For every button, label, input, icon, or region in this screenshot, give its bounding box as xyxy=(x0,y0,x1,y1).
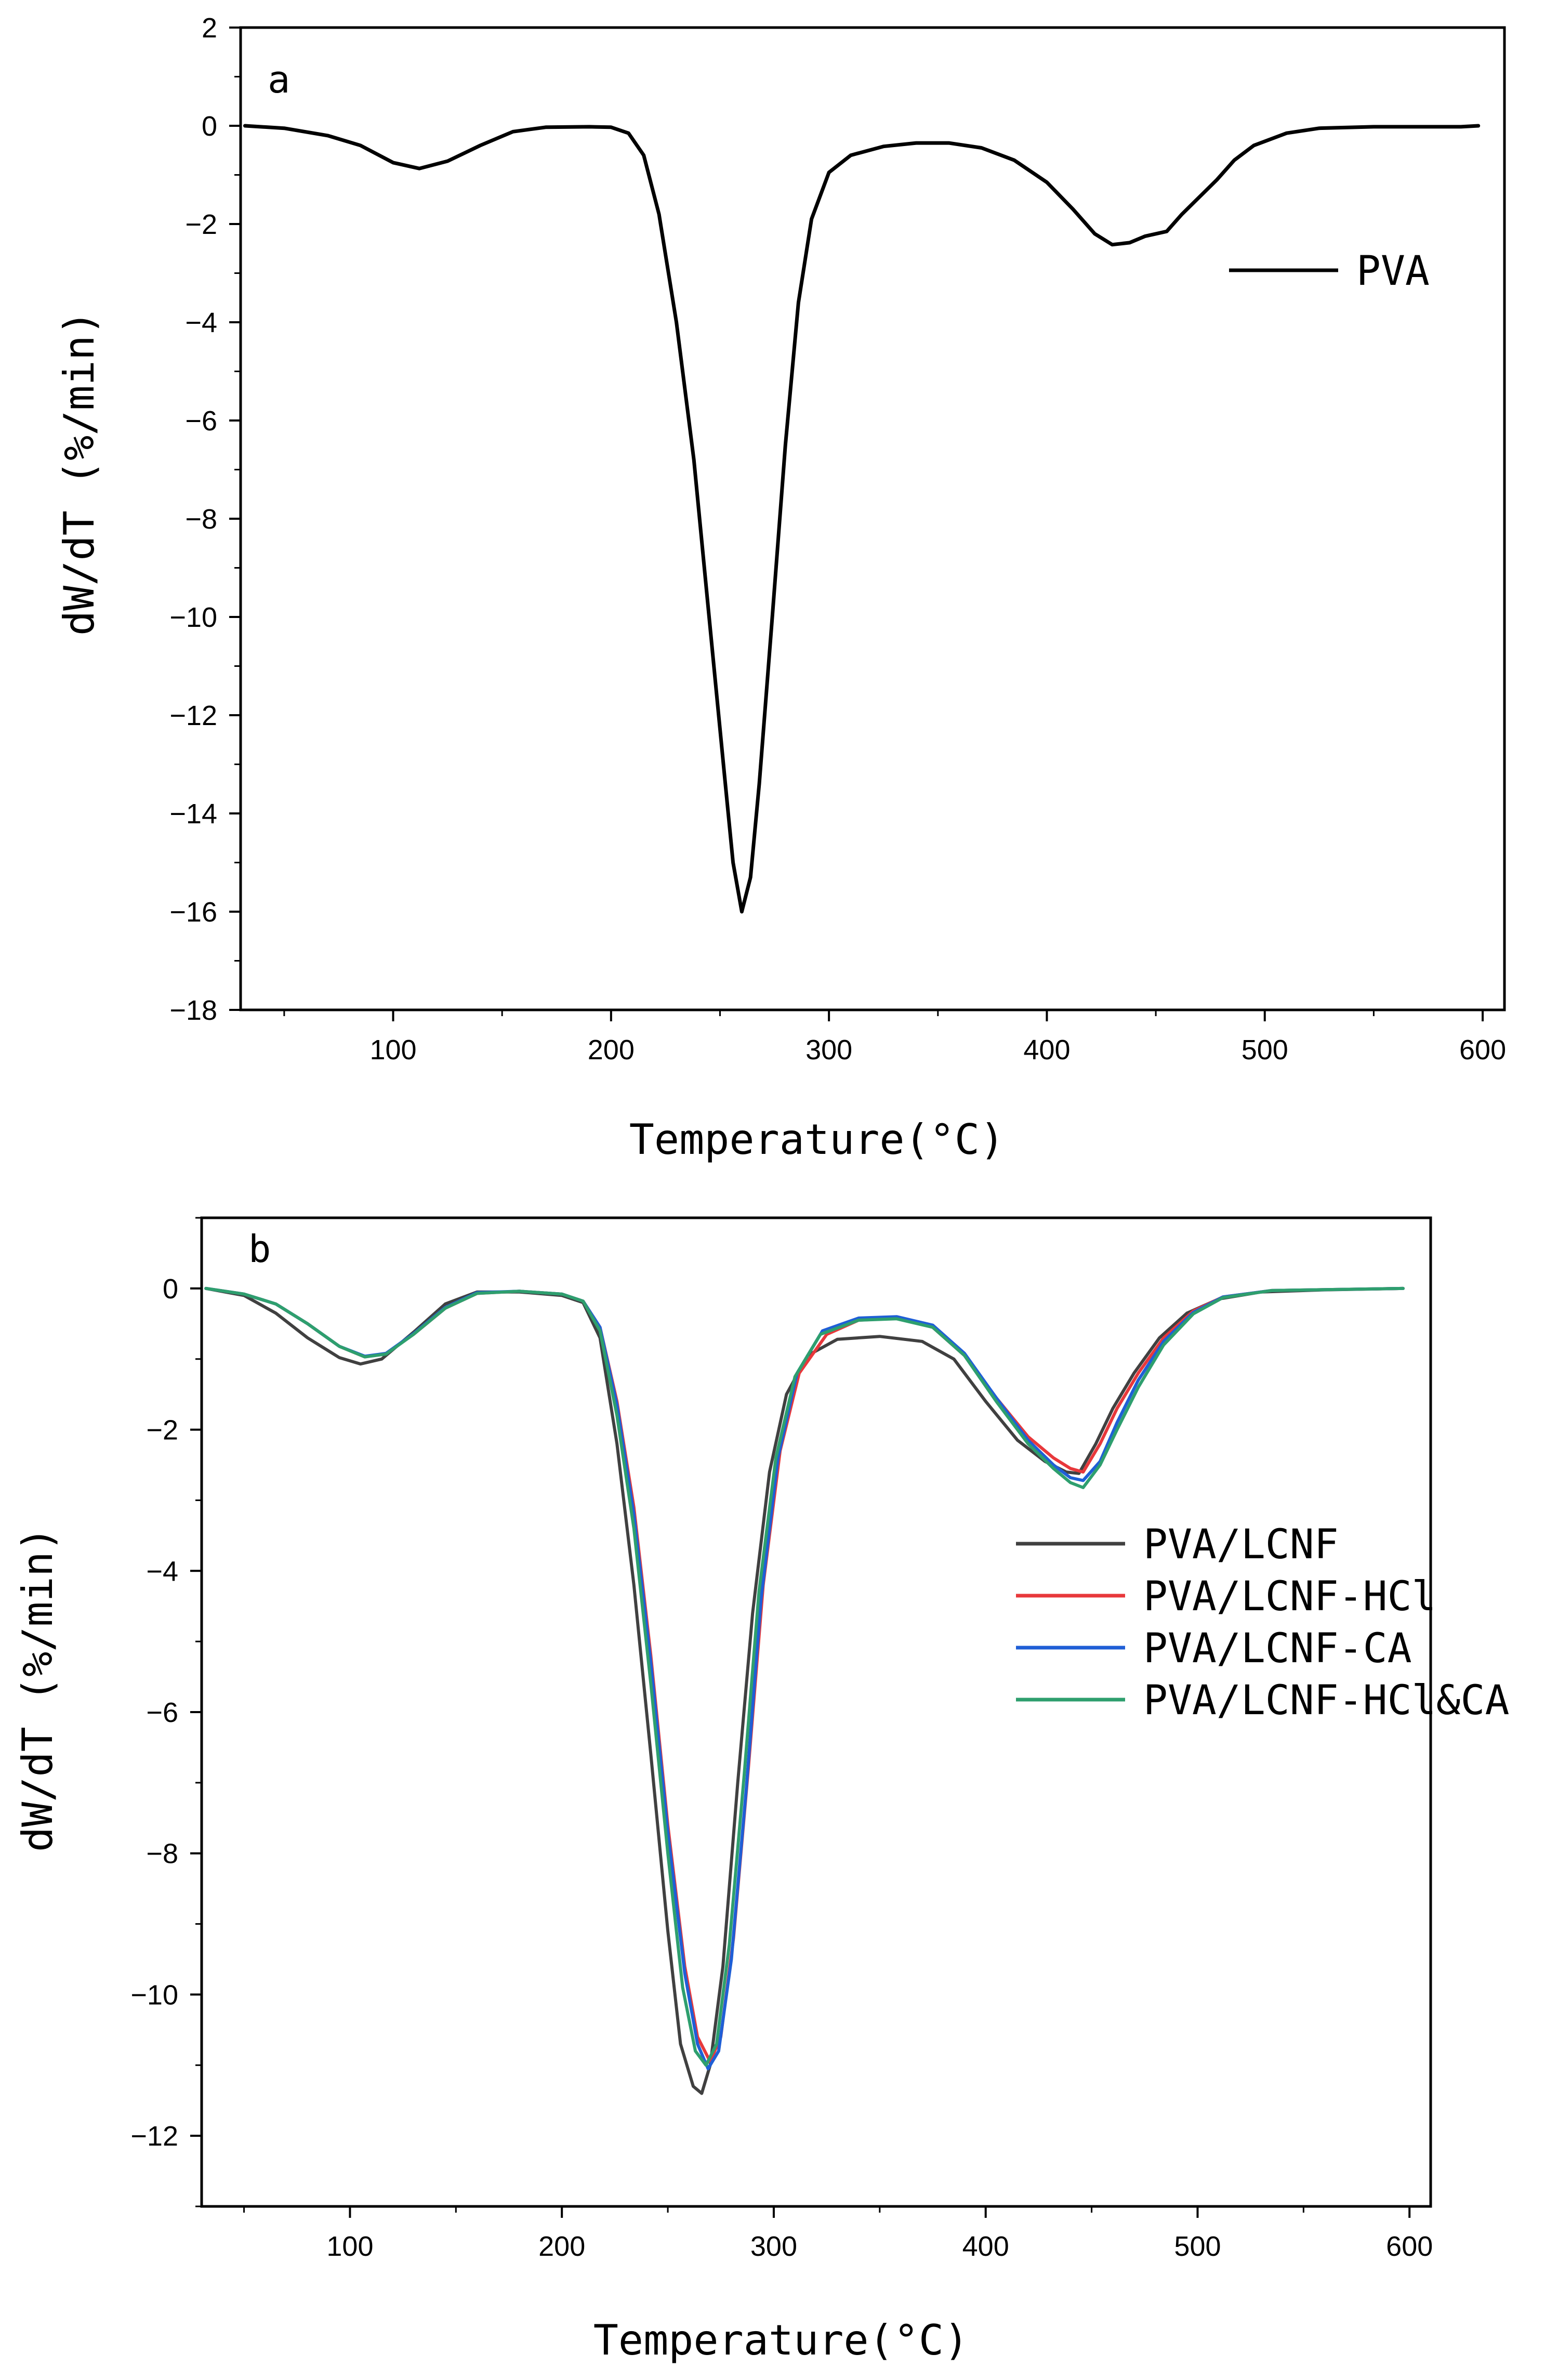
panel-a-y-tick-label: −8 xyxy=(185,504,217,535)
legend-label-pva-lcnf-ca: PVA/LCNF-CA xyxy=(1143,1625,1412,1672)
legend-label-pva-lcnf-hcl-ca: PVA/LCNF-HCl&CA xyxy=(1143,1677,1509,1724)
panel-a-x-axis-title: Temperature(°C) xyxy=(629,1115,1005,1164)
panel-b-y-tick-label: −4 xyxy=(146,1556,178,1587)
panel-b-series xyxy=(204,1286,1405,2095)
panel-b-x-tick-label: 300 xyxy=(750,2231,797,2262)
panel-b-x-tick-label: 500 xyxy=(1174,2231,1221,2262)
panel-b-label: b xyxy=(248,1227,271,1271)
panel-a-x-tick-label: 600 xyxy=(1459,1034,1506,1066)
panel-a-y-tick-label: −2 xyxy=(185,209,217,240)
panel-b-x-tick-label: 600 xyxy=(1386,2231,1433,2262)
panel-b-x-tick-label: 200 xyxy=(538,2231,585,2262)
panel-b-series-line-1 xyxy=(204,1286,1405,2095)
panel-b-y-axis-title: dW/dT (%/min) xyxy=(14,1527,62,1852)
panel-a-x-tick-label: 300 xyxy=(805,1034,852,1066)
panel-b-y-tick-label: −6 xyxy=(146,1697,178,1728)
panel-b-y-tick-label: −8 xyxy=(146,1838,178,1870)
panel-a-y-tick-label: 0 xyxy=(202,111,217,142)
panel-a-chart: 100 200 300 400 500 600 −18 −16 −14 −12 −10 −8 −6 −4 −… xyxy=(55,12,1506,1164)
legend-label-pva-lcnf: PVA/LCNF xyxy=(1143,1521,1339,1568)
panel-a-ticks: 100 200 300 400 500 600 −18 −16 −14 −12 −10 −8 −6 −4 −… xyxy=(169,12,1506,1066)
panel-a-label: a xyxy=(268,58,290,101)
panel-a-series xyxy=(243,124,1481,914)
panel-b-x-axis-title: Temperature(°C) xyxy=(593,2316,969,2364)
panel-b-x-tick-label: 400 xyxy=(962,2231,1009,2262)
panel-a-y-tick-label: −4 xyxy=(185,307,217,338)
panel-a-series-line-1 xyxy=(243,124,1481,914)
panel-a-x-tick-label: 100 xyxy=(369,1034,416,1066)
panel-a-x-tick-label: 400 xyxy=(1023,1034,1070,1066)
panel-b-y-tick-label: −12 xyxy=(130,2121,178,2152)
panel-a-y-axis-title: dW/dT (%/min) xyxy=(55,310,103,636)
panel-b-chart: 100 200 300 400 500 600 −12 −10 −8 −6 −4 −2 0 b Temp… xyxy=(14,1216,1509,2364)
panel-a-x-tick-label: 500 xyxy=(1242,1034,1288,1066)
panel-a-y-tick-label: −18 xyxy=(169,995,217,1026)
panel-a-y-tick-label: −16 xyxy=(169,897,217,928)
panel-b-legend: PVA/LCNF PVA/LCNF-HCl PVA/LCNF-CA PVA/LC… xyxy=(1016,1521,1509,1724)
panel-a-x-tick-label: 200 xyxy=(588,1034,635,1066)
panel-a-y-tick-label: 2 xyxy=(202,12,217,44)
panel-a-legend: PVA xyxy=(1229,248,1430,295)
panel-b-ticks: 100 200 300 400 500 600 −12 −10 −8 −6 −4 −2 0 xyxy=(130,1217,1433,2262)
panel-b-y-tick-label: −10 xyxy=(130,1979,178,2010)
panel-b-y-tick-label: 0 xyxy=(163,1273,178,1305)
panel-b-x-tick-label: 100 xyxy=(326,2231,373,2262)
panel-b-series-line-4 xyxy=(204,1286,1405,2067)
legend-label-pva-lcnf-hcl: PVA/LCNF-HCl xyxy=(1143,1573,1436,1620)
legend-label-pva: PVA xyxy=(1356,248,1430,295)
panel-a-y-tick-label: −12 xyxy=(169,700,217,731)
panel-a-y-tick-label: −6 xyxy=(185,405,217,437)
panel-b-y-tick-label: −2 xyxy=(146,1415,178,1446)
panel-a-y-tick-label: −10 xyxy=(169,602,217,633)
panel-a-y-tick-label: −14 xyxy=(169,798,217,830)
